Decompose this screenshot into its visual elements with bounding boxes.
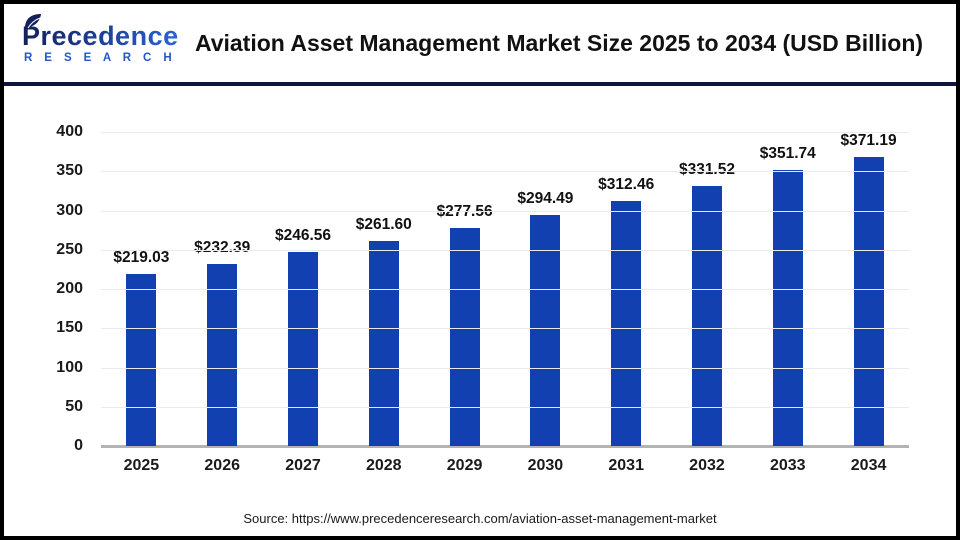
y-tick-label: 400 (56, 123, 83, 140)
bar-group-2025: $219.03 (101, 132, 182, 446)
y-tick-label: 250 (56, 240, 83, 258)
source-citation: Source: https://www.precedenceresearch.c… (243, 511, 717, 526)
y-tick-label: 0 (74, 437, 83, 454)
y-axis: 0 50 100 150 200 250 300 350 400 (8, 123, 92, 454)
logo-subtitle: R E S E A R C H (24, 52, 177, 65)
bar-group-2026: $232.39 (182, 132, 263, 446)
precedence-research-logo: Precedence R E S E A R C H (22, 13, 180, 65)
bar-value-label: $331.52 (678, 160, 735, 178)
bar-group-2034: $371.19 (828, 132, 909, 446)
x-tick-label-2025: 2025 (123, 457, 160, 474)
plot-area: $219.03 $232.39 $246.56 $261.60 $277.56 $294.… (101, 132, 909, 448)
header-divider (4, 82, 956, 86)
gridline (101, 132, 909, 133)
bar-series: $219.03 $232.39 $246.56 $261.60 $277.56 $294.… (101, 132, 909, 446)
x-axis-line (101, 445, 909, 448)
chart-title: Aviation Asset Management Market Size 20… (194, 29, 924, 56)
header: Precedence R E S E A R C H Aviation Asse… (4, 4, 956, 82)
bar-value-label: $351.74 (759, 144, 816, 162)
bar-value-label: $219.03 (113, 249, 170, 267)
bar-group-2028: $261.60 (343, 132, 424, 446)
y-tick-label: 150 (56, 319, 83, 337)
leaf-icon (24, 13, 42, 34)
bar-value-label: $294.49 (517, 189, 574, 207)
gridline (101, 406, 909, 408)
bar-group-2033: $351.74 (747, 132, 828, 446)
gridline (101, 171, 909, 173)
y-tick-label: 350 (56, 162, 83, 180)
bar-2029 (449, 228, 480, 446)
bar-group-2027: $246.56 (263, 132, 344, 446)
x-tick-label-2026: 2026 (204, 457, 240, 474)
x-tick-label-2027: 2027 (285, 457, 321, 474)
bar-group-2031: $312.46 (586, 132, 667, 446)
x-tick-label-2029: 2029 (446, 457, 483, 474)
bar-value-label: $261.60 (355, 215, 412, 233)
x-tick-label-2030: 2030 (527, 457, 564, 474)
bar-value-label: $277.56 (436, 203, 493, 221)
bar-value-label: $371.19 (840, 132, 897, 149)
y-tick-label: 200 (56, 280, 83, 297)
bar-2025 (126, 274, 157, 446)
bar-2033 (772, 169, 803, 446)
x-tick-label-2031: 2031 (608, 457, 644, 474)
bar-2031 (611, 200, 642, 446)
logo-wordmark: Precedence (22, 20, 179, 51)
y-tick-label: 300 (56, 201, 83, 219)
bar-2027 (287, 252, 318, 446)
gridline (101, 249, 909, 251)
x-tick-label-2028: 2028 (365, 457, 402, 474)
x-axis-labels: 2025 2026 2027 2028 2029 2030 2031 2032 2033 2034 (101, 457, 909, 475)
bar-value-label: $232.39 (194, 238, 251, 256)
bar-group-2032: $331.52 (667, 132, 748, 446)
x-tick-label-2033: 2033 (769, 457, 806, 474)
gridline (101, 328, 909, 330)
bar-value-label: $246.56 (274, 227, 331, 245)
y-tick-label: 50 (65, 397, 83, 415)
gridline (101, 367, 909, 369)
gridline (101, 210, 909, 212)
x-tick-label-2032: 2032 (689, 457, 725, 474)
bar-2034 (853, 157, 884, 446)
x-tick-label-2034: 2034 (850, 457, 887, 474)
gridline (101, 289, 909, 290)
bar-2032 (691, 185, 722, 446)
bar-2028 (368, 240, 399, 446)
bar-group-2029: $277.56 (424, 132, 505, 446)
y-tick-label: 100 (56, 358, 83, 376)
bar-value-label: $312.46 (598, 175, 655, 193)
bar-2026 (207, 263, 238, 446)
